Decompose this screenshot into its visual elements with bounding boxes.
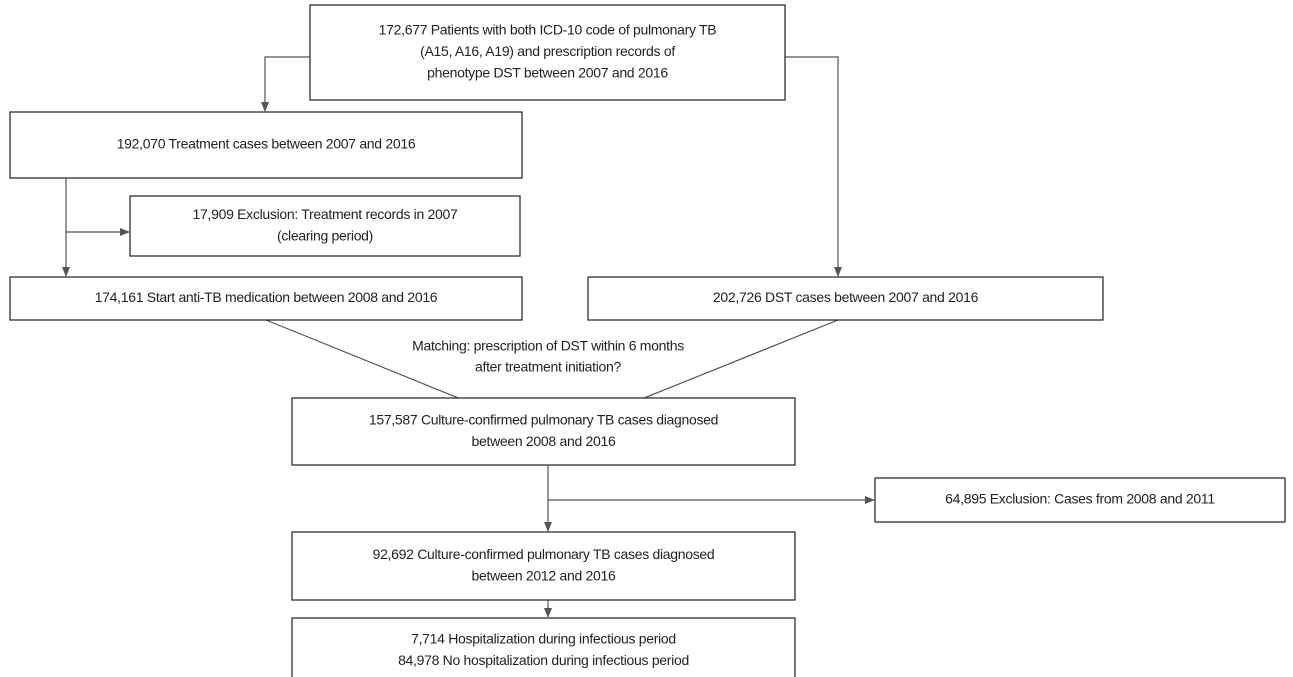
node: 192,070 Treatment cases between 2007 and…: [9, 111, 523, 179]
node-text: (clearing period): [277, 227, 373, 243]
node-text: 92,692 Culture-confirmed pulmonary TB ca…: [373, 546, 715, 562]
node-text: between 2008 and 2016: [472, 433, 616, 449]
node-box: [9, 276, 523, 321]
node-box: [309, 4, 786, 101]
node-text: 172,677 Patients with both ICD-10 code o…: [379, 22, 717, 38]
node: 92,692 Culture-confirmed pulmonary TB ca…: [291, 531, 796, 601]
node: 172,677 Patients with both ICD-10 code o…: [309, 4, 786, 101]
node: 64,895 Exclusion: Cases from 2008 and 20…: [874, 477, 1286, 523]
arrow: [261, 56, 310, 112]
node-text: between 2012 and 2016: [472, 567, 616, 583]
node-text: phenotype DST between 2007 and 2016: [427, 65, 668, 81]
node: 157,587 Culture-confirmed pulmonary TB c…: [291, 397, 796, 466]
node-box: [587, 276, 1104, 321]
node-text: 157,587 Culture-confirmed pulmonary TB c…: [369, 411, 718, 427]
nodes: 172,677 Patients with both ICD-10 code o…: [9, 4, 1286, 677]
node-box: [291, 397, 796, 466]
node-text: 84,978 No hospitalization during infecti…: [398, 652, 689, 668]
node-text: 17,909 Exclusion: Treatment records in 2…: [193, 206, 458, 222]
node: 7,714 Hospitalization during infectious …: [291, 617, 796, 677]
node-text: 174,161 Start anti-TB medication between…: [95, 289, 438, 305]
node-text: 7,714 Hospitalization during infectious …: [411, 631, 676, 647]
node-box: [129, 195, 521, 257]
arrow: [785, 56, 842, 277]
node-text: 202,726 DST cases between 2007 and 2016: [713, 289, 979, 305]
node: 174,161 Start anti-TB medication between…: [9, 276, 523, 321]
node-text: 192,070 Treatment cases between 2007 and…: [117, 136, 416, 152]
node-text: (A15, A16, A19) and prescription records…: [420, 43, 675, 59]
edge-label: after treatment initiation?: [475, 359, 621, 375]
node: 202,726 DST cases between 2007 and 2016: [587, 276, 1104, 321]
node-box: [874, 477, 1286, 523]
node: 17,909 Exclusion: Treatment records in 2…: [129, 195, 521, 257]
node-box: [291, 617, 796, 677]
node-box: [291, 531, 796, 601]
node-box: [9, 111, 523, 179]
edge-label: Matching: prescription of DST within 6 m…: [412, 338, 684, 354]
node-text: 64,895 Exclusion: Cases from 2008 and 20…: [945, 491, 1215, 507]
